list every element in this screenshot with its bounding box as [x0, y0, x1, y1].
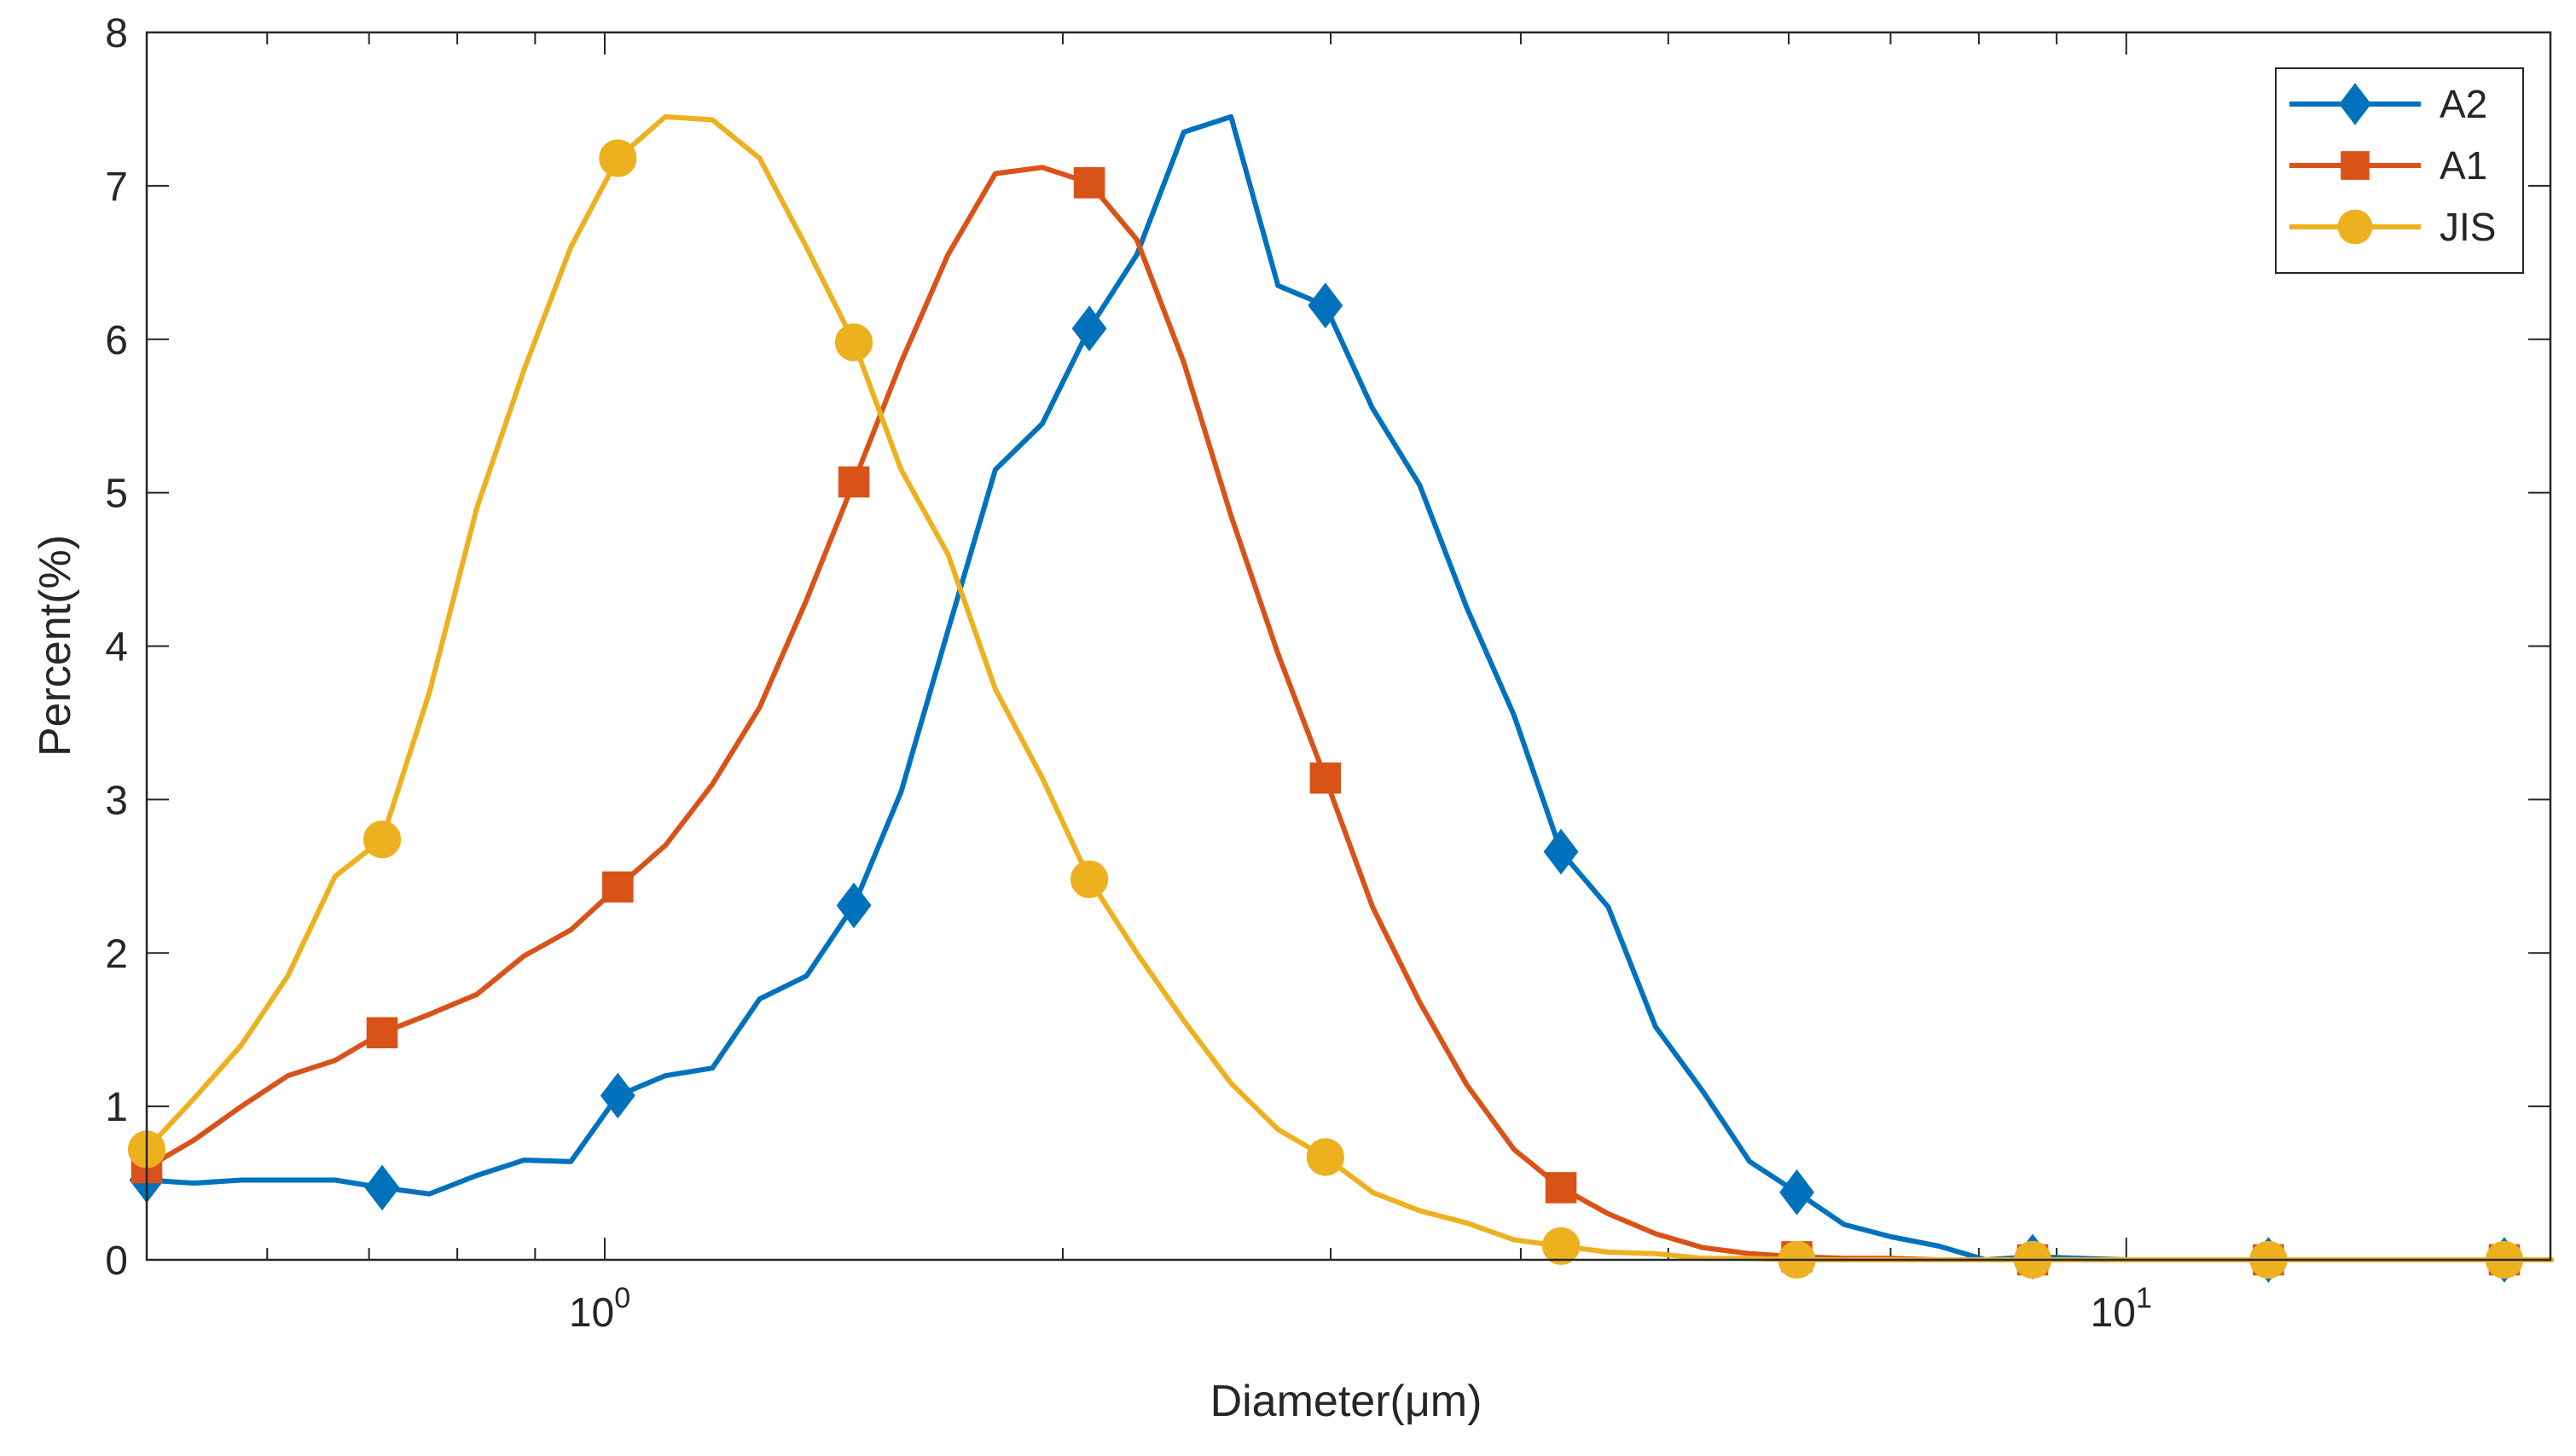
axes-frame — [145, 31, 2552, 1262]
data-point-a2 — [836, 882, 872, 929]
data-point-a1 — [838, 466, 870, 498]
x-tick-label: 101 — [2091, 1282, 2152, 1336]
data-point-a1 — [602, 871, 634, 903]
data-point-jis — [363, 821, 402, 859]
data-point-a1 — [1545, 1172, 1577, 1204]
data-point-a2 — [1543, 828, 1579, 875]
x-tick-base: 10 — [569, 1291, 614, 1336]
y-tick-label: 0 — [105, 1238, 128, 1284]
legend[interactable]: A2 A1 JIS — [2275, 67, 2524, 274]
y-tick-label: 3 — [105, 778, 128, 823]
x-tick-exponent: 1 — [2136, 1282, 2152, 1314]
y-tick-label: 4 — [105, 625, 128, 670]
x-tick-label: 100 — [569, 1282, 630, 1336]
data-point-a1 — [1073, 166, 1105, 199]
data-point-a1 — [366, 1017, 398, 1049]
legend-marker-a1 — [2341, 151, 2370, 180]
y-tick-label: 6 — [105, 318, 128, 363]
x-axis-title: Diameter(μm) — [1210, 1377, 1482, 1426]
data-point-a2 — [600, 1072, 635, 1119]
data-point-jis — [1070, 860, 1109, 899]
data-point-a2 — [364, 1164, 400, 1211]
legend-marker-a2 — [2339, 83, 2371, 125]
data-point-jis — [834, 323, 873, 362]
legend-label-jis: JIS — [2440, 205, 2496, 249]
legend-marker-jis — [2337, 209, 2373, 245]
y-tick-label: 7 — [105, 165, 128, 210]
y-tick-label: 2 — [105, 931, 128, 977]
legend-label-a1: A1 — [2440, 143, 2487, 188]
data-point-a2 — [1779, 1169, 1814, 1215]
y-tick-label: 8 — [105, 11, 128, 56]
legend-label-a2: A2 — [2440, 82, 2487, 126]
y-tick-label: 1 — [105, 1085, 128, 1130]
y-axis-title: Percent(%) — [31, 535, 80, 757]
data-point-jis — [1306, 1138, 1344, 1176]
data-point-a2 — [1071, 305, 1107, 352]
data-point-jis — [1541, 1227, 1581, 1265]
plot-frame — [145, 31, 2552, 1262]
x-tick-exponent: 0 — [614, 1282, 630, 1314]
data-point-jis — [599, 139, 637, 177]
y-tick-label: 5 — [105, 472, 128, 517]
data-point-a1 — [1309, 762, 1342, 794]
x-tick-base: 10 — [2091, 1291, 2136, 1336]
data-point-a2 — [1308, 282, 1343, 329]
